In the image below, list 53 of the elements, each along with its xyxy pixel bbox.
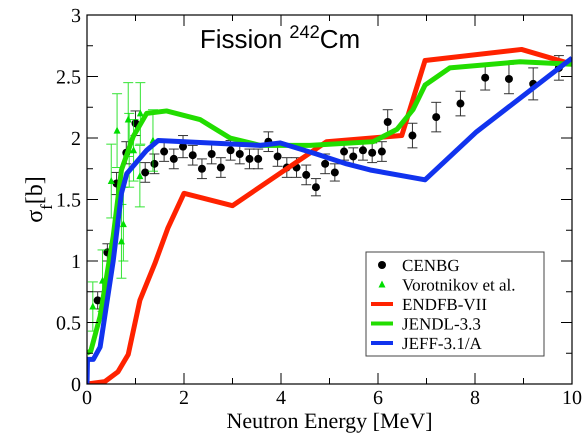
x-axis-title: Neutron Energy [MeV]: [226, 408, 433, 433]
y-tick-label: 2: [71, 128, 81, 150]
y-tick-label: 1: [71, 251, 81, 273]
point: [245, 154, 254, 163]
y-tick-label: 2.5: [56, 66, 81, 88]
point: [160, 148, 168, 156]
point: [340, 148, 348, 156]
y-tick-label: 3: [71, 5, 81, 27]
point: [384, 118, 392, 126]
x-tick-label: 6: [373, 387, 383, 409]
legend-label: JEFF-3.1/A: [402, 334, 483, 353]
point: [170, 154, 178, 163]
point: [456, 100, 464, 108]
chart-title: Fission $^{242}$Cm: [200, 22, 360, 54]
point: [358, 146, 367, 154]
point: [378, 148, 386, 156]
point: [302, 170, 310, 179]
x-tick-label: 10: [562, 387, 582, 409]
legend-label: Vorotnikov et al.: [402, 276, 516, 294]
point: [504, 74, 513, 83]
point: [312, 183, 320, 192]
point: [274, 152, 282, 160]
legend-label: ENDFB-VII: [402, 295, 488, 314]
point: [108, 177, 115, 184]
point: [368, 148, 376, 157]
legend-label: CENBG: [402, 256, 460, 275]
x-tick-label: 4: [276, 387, 286, 409]
point: [216, 164, 225, 172]
point: [130, 146, 138, 154]
point: [141, 168, 150, 176]
point: [208, 150, 216, 158]
point: [136, 109, 144, 116]
x-tick-label: 8: [470, 387, 480, 409]
point: [330, 168, 339, 176]
point: [120, 220, 127, 228]
point: [408, 132, 416, 140]
point: [236, 150, 244, 158]
point: [188, 151, 197, 160]
legend-label: JENDL-3.3: [402, 314, 481, 334]
point: [136, 172, 144, 180]
point: [254, 154, 262, 163]
point: [321, 160, 330, 168]
point: [432, 113, 440, 122]
point: [114, 126, 121, 134]
point: [198, 164, 206, 173]
point: [349, 152, 358, 160]
point: [89, 302, 96, 310]
point: [226, 146, 235, 154]
x-tick-label: 2: [179, 387, 189, 409]
point: [118, 237, 125, 244]
y-tick-label: 1.5: [56, 190, 81, 212]
y-tick-label: 0.5: [56, 312, 81, 334]
point: [481, 74, 490, 82]
